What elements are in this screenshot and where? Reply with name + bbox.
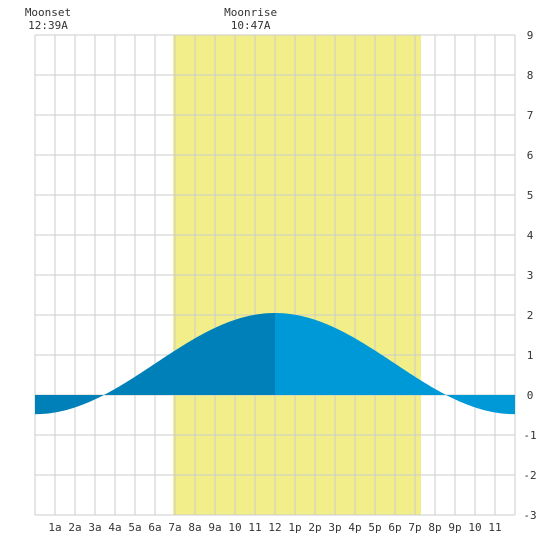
y-tick-label: 9 xyxy=(527,29,534,42)
y-tick-label: -1 xyxy=(523,429,536,442)
event-name-label: Moonrise xyxy=(224,6,277,19)
x-tick-label: 3p xyxy=(328,521,341,534)
x-tick-label: 11 xyxy=(248,521,261,534)
x-tick-label: 2a xyxy=(68,521,81,534)
x-tick-label: 10 xyxy=(228,521,241,534)
y-tick-label: 1 xyxy=(527,349,534,362)
y-tick-label: 4 xyxy=(527,229,534,242)
y-tick-label: 6 xyxy=(527,149,534,162)
y-tick-label: 5 xyxy=(527,189,534,202)
y-tick-label: 2 xyxy=(527,309,534,322)
x-tick-label: 1p xyxy=(288,521,301,534)
x-tick-label: 8a xyxy=(188,521,201,534)
x-tick-label: 6a xyxy=(148,521,161,534)
x-tick-label: 7p xyxy=(408,521,421,534)
x-tick-label: 5p xyxy=(368,521,381,534)
event-name-label: Moonset xyxy=(25,6,71,19)
y-tick-label: 3 xyxy=(527,269,534,282)
x-tick-label: 11 xyxy=(488,521,501,534)
event-time-label: 10:47A xyxy=(231,19,271,32)
x-tick-label: 12 xyxy=(268,521,281,534)
x-tick-label: 5a xyxy=(128,521,141,534)
x-tick-label: 9a xyxy=(208,521,221,534)
y-tick-label: 0 xyxy=(527,389,534,402)
x-tick-label: 9p xyxy=(448,521,461,534)
x-tick-label: 2p xyxy=(308,521,321,534)
x-tick-label: 10 xyxy=(468,521,481,534)
y-tick-label: 8 xyxy=(527,69,534,82)
y-tick-label: 7 xyxy=(527,109,534,122)
y-tick-label: -3 xyxy=(523,509,536,522)
y-tick-label: -2 xyxy=(523,469,536,482)
tide-area-falling xyxy=(275,313,515,415)
x-tick-label: 8p xyxy=(428,521,441,534)
tide-area-rising xyxy=(35,313,275,415)
event-time-label: 12:39A xyxy=(28,19,68,32)
x-tick-label: 4a xyxy=(108,521,121,534)
x-tick-label: 1a xyxy=(48,521,61,534)
x-tick-label: 3a xyxy=(88,521,101,534)
x-tick-label: 6p xyxy=(388,521,401,534)
x-tick-label: 4p xyxy=(348,521,361,534)
x-tick-label: 7a xyxy=(168,521,181,534)
